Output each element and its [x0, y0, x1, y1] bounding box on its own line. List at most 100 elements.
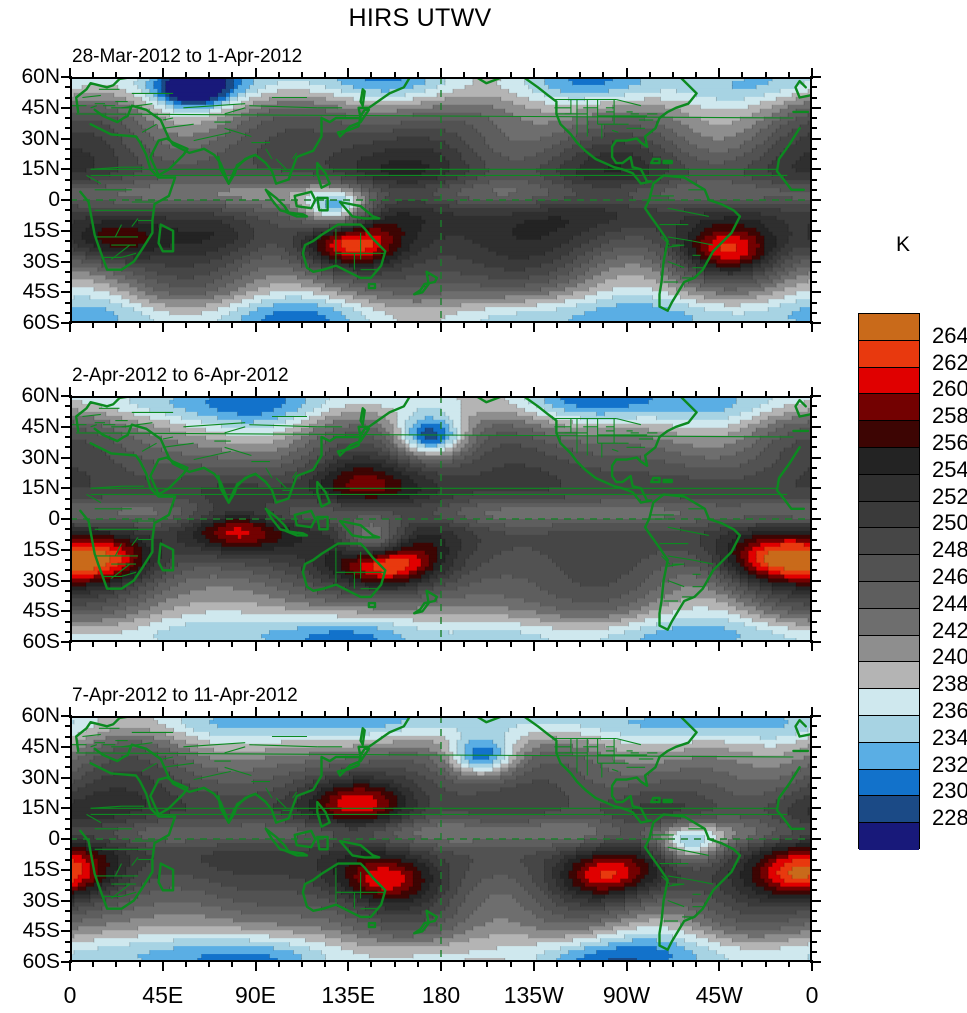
x-minor-tick-top	[486, 72, 489, 79]
y-minor-tick	[65, 158, 72, 160]
x-minor-tick-top	[555, 72, 558, 79]
x-minor-tick-bottom	[92, 321, 95, 328]
y-minor-tick	[65, 250, 72, 253]
colorbar-tick-label: 256	[932, 430, 967, 455]
colorbar-swatch	[859, 340, 919, 368]
y-major-tick	[61, 868, 72, 871]
y-major-tick-right	[810, 641, 821, 643]
y-minor-tick-right	[810, 817, 817, 820]
y-major-tick	[61, 579, 72, 582]
y-minor-tick	[65, 147, 72, 150]
x-minor-tick-top	[208, 711, 211, 718]
y-minor-tick	[65, 950, 72, 953]
colorbar-swatch	[859, 689, 919, 716]
x-major-tick-bottom	[254, 321, 257, 332]
x-minor-tick-top	[92, 711, 95, 718]
colorbar-swatch	[859, 528, 919, 556]
y-minor-tick	[65, 620, 72, 623]
x-minor-tick-top	[370, 711, 373, 718]
x-minor-tick-bottom	[555, 960, 558, 967]
political-borders-layer	[70, 88, 794, 283]
y-tick-label: 15N	[21, 476, 60, 500]
y-minor-tick	[65, 879, 72, 881]
colorbar-tick-label: 232	[932, 751, 967, 777]
x-major-tick-top	[625, 707, 628, 718]
x-major-tick-bottom	[440, 960, 442, 971]
x-minor-tick-top	[416, 711, 419, 718]
x-minor-tick-top	[300, 391, 303, 398]
x-major-tick-top	[811, 387, 813, 398]
y-tick-label: 0	[48, 507, 60, 530]
y-minor-tick-right	[810, 436, 817, 438]
colorbar-tick-label: 246	[932, 564, 967, 589]
y-minor-tick	[65, 301, 72, 304]
x-minor-tick-top	[300, 711, 303, 718]
x-minor-tick-top	[324, 72, 327, 79]
x-major-tick-top	[532, 387, 535, 398]
x-major-tick-top	[254, 387, 257, 398]
x-minor-tick-bottom	[602, 640, 605, 647]
y-major-tick-right	[810, 899, 821, 902]
x-minor-tick-top	[695, 72, 698, 79]
colorbar-tick-label: 258	[932, 403, 967, 429]
y-major-tick-right	[810, 456, 821, 459]
y-minor-tick-right	[810, 270, 817, 273]
y-tick-label: 15N	[21, 796, 60, 820]
y-minor-tick-right	[810, 96, 817, 99]
y-minor-tick-right	[810, 86, 817, 89]
y-major-tick	[61, 745, 72, 748]
x-minor-tick-bottom	[184, 321, 187, 328]
y-minor-tick	[65, 466, 72, 469]
y-minor-tick-right	[810, 920, 817, 922]
x-minor-tick-top	[579, 711, 582, 718]
x-major-tick-bottom	[347, 640, 350, 651]
colorbar-swatch	[859, 421, 919, 448]
x-major-tick-bottom	[161, 640, 164, 651]
y-major-tick	[61, 322, 72, 324]
x-minor-tick-top	[138, 72, 141, 79]
x-minor-tick-top	[671, 711, 674, 718]
y-minor-tick	[65, 477, 72, 479]
x-minor-tick-bottom	[787, 640, 790, 647]
x-major-tick-top	[440, 707, 442, 718]
y-major-tick	[61, 807, 72, 810]
y-major-tick-right	[810, 868, 821, 871]
colorbar-swatch	[859, 608, 919, 636]
x-major-tick-bottom	[625, 321, 628, 332]
map-panel-3	[70, 716, 812, 962]
y-minor-tick-right	[810, 559, 817, 561]
y-minor-tick-right	[810, 786, 817, 789]
y-minor-tick	[65, 86, 72, 89]
x-minor-tick-bottom	[138, 321, 141, 328]
x-major-tick-top	[532, 707, 535, 718]
y-tick-label: 45S	[22, 599, 60, 623]
x-minor-tick-bottom	[648, 640, 651, 647]
x-major-tick-top	[161, 68, 164, 79]
x-major-tick-bottom	[532, 321, 535, 332]
x-minor-tick-top	[300, 72, 303, 79]
y-major-tick-right	[810, 106, 821, 109]
y-major-tick-right	[810, 322, 821, 324]
x-major-tick-top	[254, 707, 257, 718]
x-minor-tick-top	[695, 391, 698, 398]
x-minor-tick-top	[416, 72, 419, 79]
y-minor-tick	[65, 178, 72, 181]
x-minor-tick-bottom	[695, 960, 698, 967]
x-minor-tick-bottom	[579, 640, 582, 647]
colorbar-box	[858, 313, 920, 850]
x-minor-tick-top	[555, 711, 558, 718]
y-minor-tick-right	[810, 466, 817, 469]
x-minor-tick-top	[555, 391, 558, 398]
y-minor-tick	[65, 240, 72, 242]
y-minor-tick-right	[810, 405, 817, 408]
x-major-tick-bottom	[811, 321, 813, 332]
figure-title: HIRS UTWV	[348, 4, 492, 32]
x-major-tick-bottom	[440, 640, 442, 651]
y-tick-label: 45N	[21, 95, 60, 119]
x-tick-label: 180	[421, 982, 461, 1008]
x-minor-tick-bottom	[92, 640, 95, 647]
x-major-tick-bottom	[254, 640, 257, 651]
y-minor-tick	[65, 559, 72, 561]
y-major-tick	[61, 610, 72, 613]
